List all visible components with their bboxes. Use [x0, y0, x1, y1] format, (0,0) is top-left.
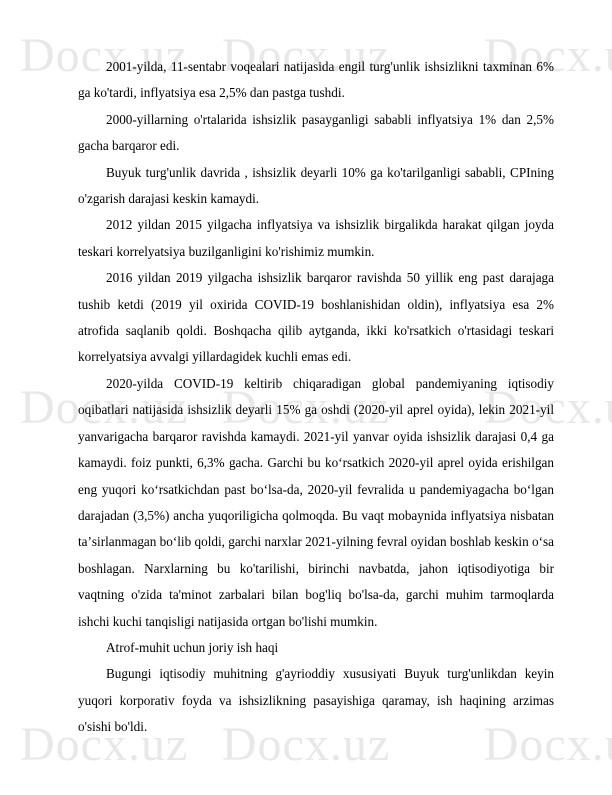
- paragraph: Bugungi iqtisodiy muhitning g'ayrioddiy …: [78, 661, 554, 740]
- document-body: 2001-yilda, 11-sentabr voqealari natijas…: [0, 0, 612, 795]
- paragraph: 2000-yillarning o'rtalarida ishsizlik pa…: [78, 107, 554, 160]
- paragraph: 2001-yilda, 11-sentabr voqealari natijas…: [78, 54, 554, 107]
- paragraph: 2012 yildan 2015 yilgacha inflyatsiya va…: [78, 212, 554, 265]
- paragraph: 2016 yildan 2019 yilgacha ishsizlik barq…: [78, 265, 554, 371]
- paragraph: Buyuk turg'unlik davrida , ishsizlik dey…: [78, 160, 554, 213]
- paragraph: Atrof-muhit uchun joriy ish haqi: [78, 635, 554, 661]
- paragraph: 2020-yilda COVID-19 keltirib chiqaradiga…: [78, 371, 554, 635]
